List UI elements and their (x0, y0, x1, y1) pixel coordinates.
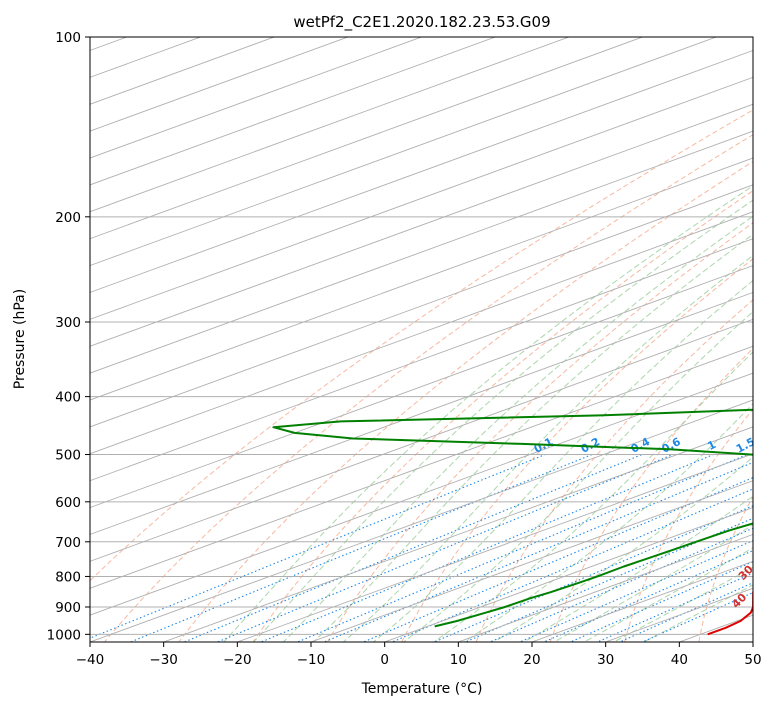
isotherm-line (90, 103, 753, 347)
moist-adiabat-line (493, 456, 753, 642)
y-tick-label: 400 (55, 390, 81, 406)
x-axis-label: Temperature (°C) (361, 681, 483, 697)
mixing-ratio-line (618, 582, 753, 642)
mixing-ratio-line (129, 453, 593, 642)
isotherm-line (90, 37, 644, 240)
isotherm-line (90, 399, 753, 642)
moist-adiabat-line (252, 199, 753, 642)
y-tick-label: 900 (55, 600, 81, 616)
x-tick-label: 0 (380, 652, 389, 668)
mixing-ratio-line (569, 561, 753, 642)
pressure-gridlines (90, 37, 753, 635)
isotherm-line (90, 238, 753, 482)
y-tick-label: 300 (55, 315, 81, 331)
dry-adiabat-line (178, 160, 753, 642)
y-tick-label: 700 (55, 535, 81, 551)
x-tick-label: −40 (76, 652, 105, 668)
x-tick-label: 20 (523, 652, 540, 668)
wet-adiabat-label: 40 (729, 591, 749, 611)
moist-adiabats (223, 185, 753, 642)
x-tick-label: 30 (597, 652, 614, 668)
moist-adiabat-line (372, 279, 753, 642)
isotherm-line (90, 372, 753, 616)
isotherm-line (90, 49, 753, 293)
y-tick-label: 800 (55, 569, 81, 585)
isotherm-line (383, 507, 753, 642)
mixing-ratio-label: 0.6 (660, 435, 684, 456)
dry-adiabat-line (549, 347, 753, 642)
mixing-ratio-line (182, 453, 643, 642)
mixing-ratio-line (259, 453, 714, 642)
isotherm-line (604, 587, 753, 642)
profile-line (272, 408, 753, 628)
isotherm-line (90, 76, 753, 320)
isotherm-line (90, 291, 753, 535)
mixing-ratio-label: 2 (764, 438, 775, 453)
dry-adiabat-line (698, 495, 753, 642)
plot-area: 0.10.20.40.611.52346810131620253036-100-… (90, 37, 775, 642)
moist-adiabat-line (342, 254, 753, 642)
plot-frame (89, 36, 754, 643)
x-tick-label: −30 (149, 652, 178, 668)
isotherm-line (90, 37, 423, 159)
y-tick-label: 500 (55, 448, 81, 464)
isotherm-line (90, 318, 753, 562)
isotherms (90, 37, 753, 642)
mixing-ratio-line (361, 477, 753, 642)
isotherm-line (90, 157, 753, 401)
moist-adiabat-line (553, 524, 753, 642)
profile-series (272, 408, 753, 636)
moist-adiabat-line (312, 233, 753, 642)
moist-adiabat-line (223, 185, 753, 642)
isotherm-line (236, 453, 753, 642)
x-tick-label: 50 (744, 652, 761, 668)
moist-adiabat-line (523, 495, 753, 642)
dry-adiabat-line (475, 299, 753, 642)
x-axis: −40 −30 −20 −10 0 10 20 30 40 50 (76, 642, 762, 668)
y-axis-label: Pressure (hPa) (12, 289, 28, 389)
isotherm-line (90, 345, 753, 589)
y-tick-label: 600 (55, 495, 81, 511)
moist-adiabat-line (402, 311, 753, 642)
mixing-ratio-line (518, 539, 753, 642)
mixing-ratio-line (464, 517, 753, 642)
isotherm-line (309, 480, 753, 642)
dry-adiabat-line (624, 408, 753, 642)
isotherm-line (90, 130, 753, 374)
isotherm-line (90, 37, 497, 186)
dry-adiabat-line (90, 109, 753, 582)
isotherm-line (90, 184, 753, 428)
y-tick-label: 1000 (47, 627, 81, 643)
isotherm-line (90, 37, 571, 213)
mixing-ratio-line (90, 453, 546, 639)
mixing-ratio-line (322, 461, 753, 642)
chart-title: wetPf2_C2E1.2020.182.23.53.G09 (293, 13, 550, 32)
isotherm-line (90, 37, 718, 267)
mixing-ratio-line (390, 488, 753, 642)
mixing-ratio-line (215, 453, 674, 642)
profile-line (707, 590, 753, 636)
x-tick-label: 10 (450, 652, 467, 668)
isotherm-line (90, 37, 350, 132)
isotherm-line (90, 211, 753, 455)
isotherm-line (457, 533, 753, 642)
x-tick-label: −10 (297, 652, 326, 668)
y-axis: 100 200 300 400 500 600 700 800 900 1000 (47, 30, 90, 643)
isotherm-line (90, 265, 753, 509)
y-tick-label: 100 (55, 30, 81, 46)
mixing-ratio-line (432, 505, 753, 642)
x-tick-label: 40 (671, 652, 688, 668)
mixing-ratio-line (296, 453, 748, 642)
moist-adiabat-line (432, 351, 753, 642)
mixing-ratio-line (542, 549, 753, 642)
y-tick-label: 200 (55, 210, 81, 226)
isotherm-line (162, 426, 753, 642)
x-tick-label: −20 (223, 652, 252, 668)
moist-adiabat-line (583, 547, 753, 642)
